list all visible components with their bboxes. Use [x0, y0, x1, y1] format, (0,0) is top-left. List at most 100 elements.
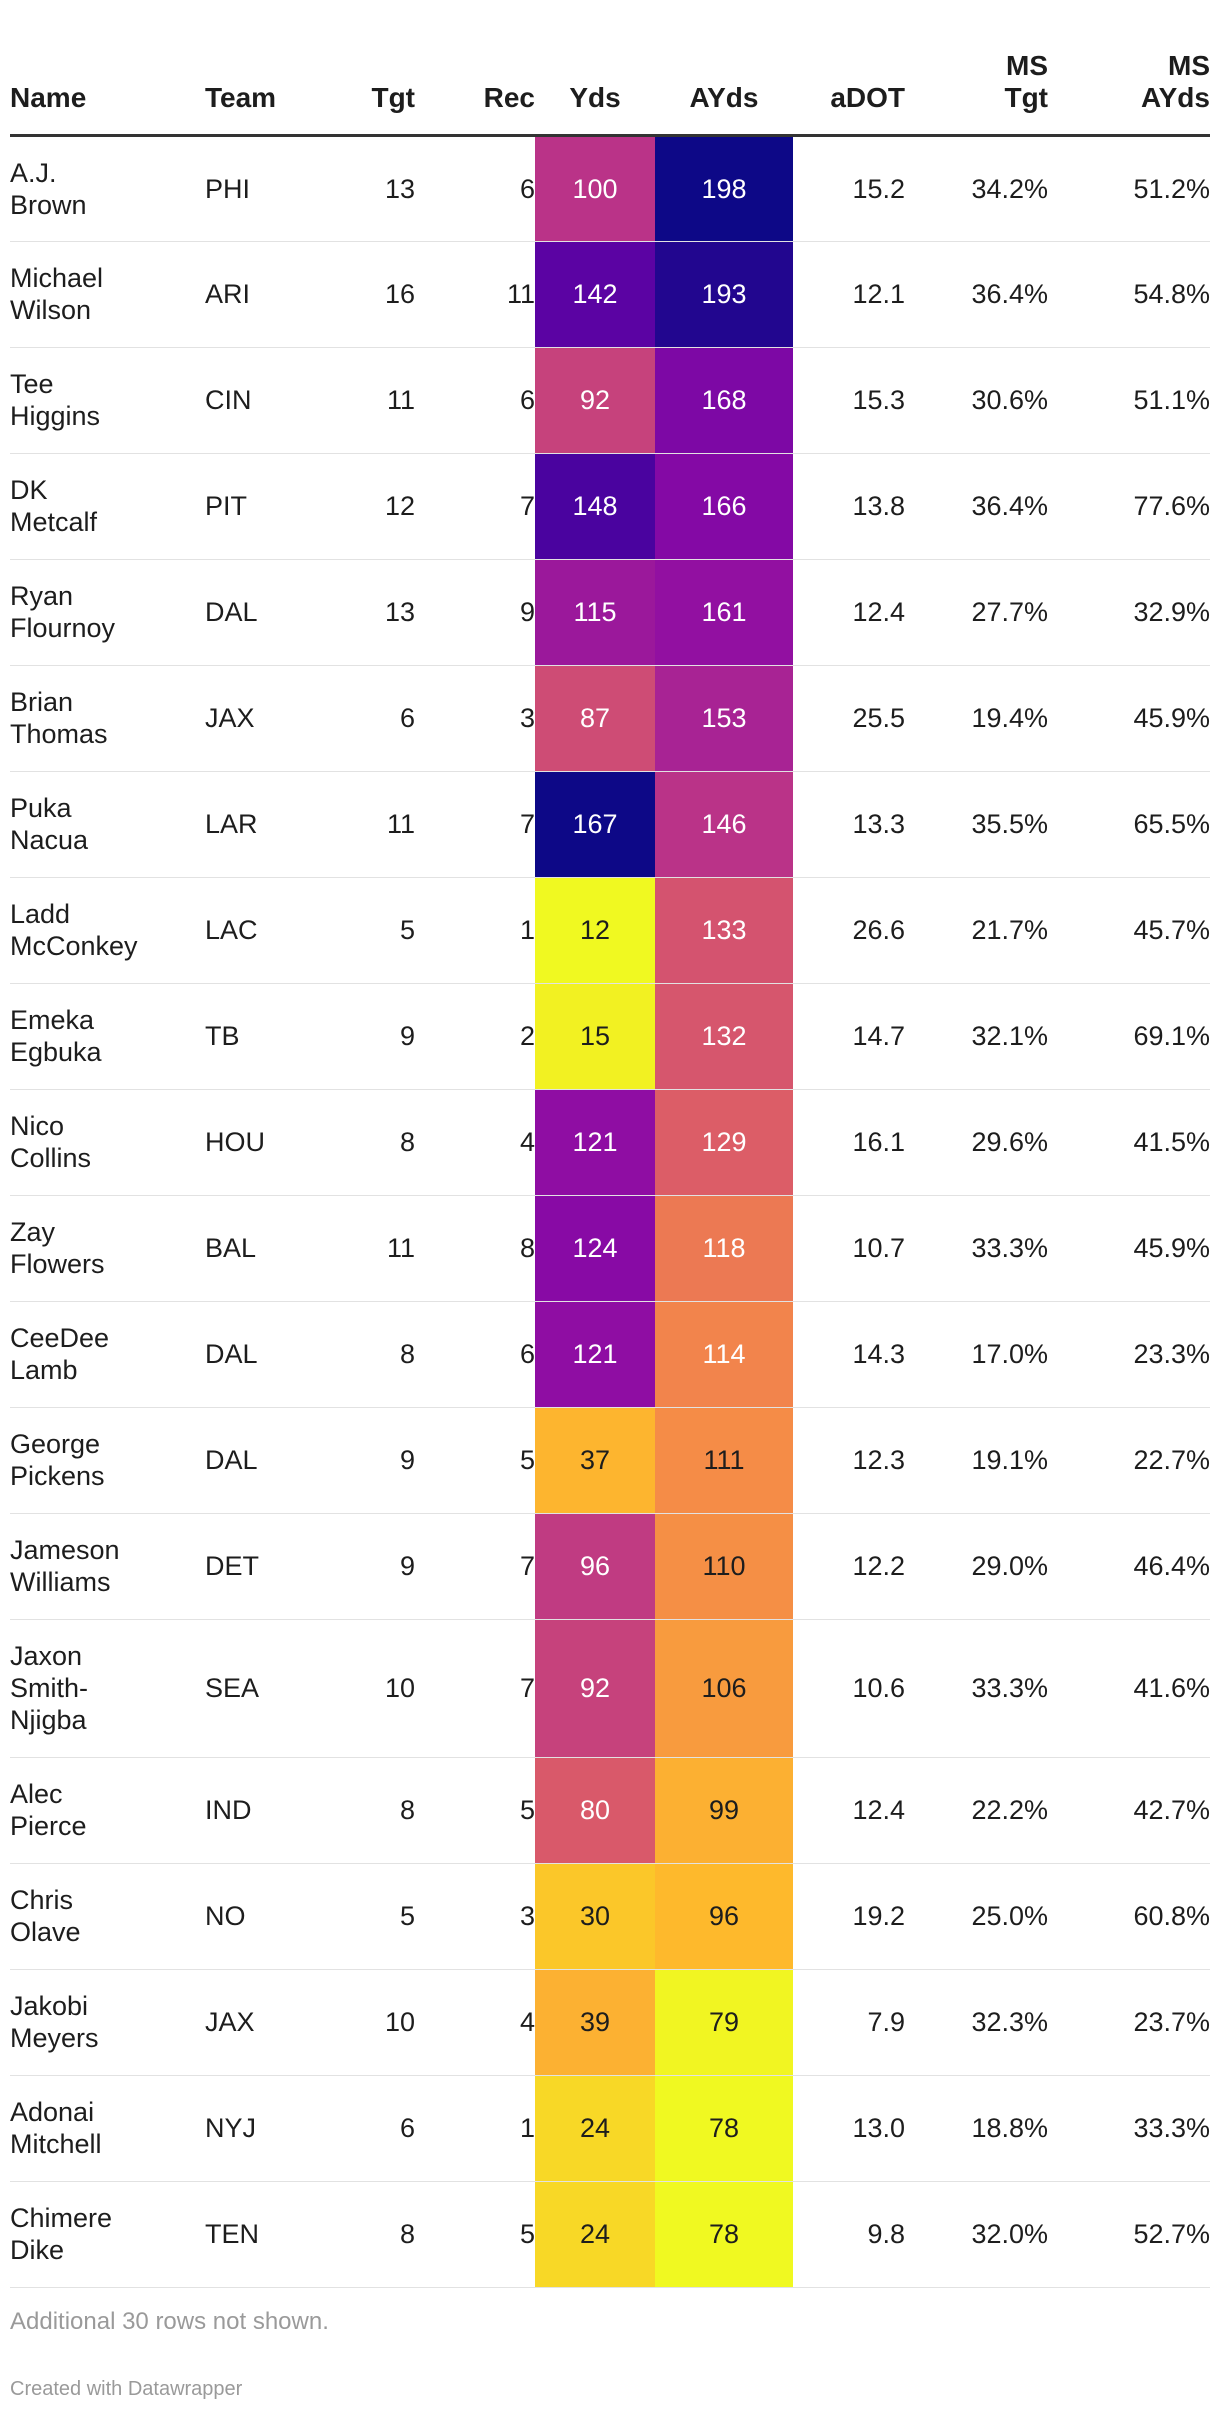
cell-yds: 87 — [535, 665, 655, 772]
cell-adot: 7.9 — [793, 1969, 905, 2076]
cell-adot: 12.1 — [793, 241, 905, 348]
cell-team: PHI — [205, 135, 325, 242]
cell-rec: 6 — [415, 135, 535, 242]
header-yds[interactable]: Yds — [535, 0, 655, 137]
header-team[interactable]: Team — [205, 0, 325, 137]
cell-ms-tgt: 27.7% — [905, 559, 1048, 666]
table-row: DK Metcalf PIT 12 7 148 166 13.8 36.4% 77.6% — [10, 453, 1210, 560]
header-name[interactable]: Name — [10, 0, 205, 137]
cell-ms-tgt: 19.1% — [905, 1407, 1048, 1514]
cell-name: Puka Nacua — [10, 771, 205, 878]
table-row: Ryan Flournoy DAL 13 9 115 161 12.4 27.7% 32.9% — [10, 559, 1210, 666]
table-row: George Pickens DAL 9 5 37 111 12.3 19.1% 22.7% — [10, 1407, 1210, 1514]
cell-yds: 12 — [535, 877, 655, 984]
cell-ms-tgt: 18.8% — [905, 2075, 1048, 2182]
cell-team: LAC — [205, 877, 325, 984]
cell-team: DAL — [205, 1301, 325, 1408]
cell-ayds: 198 — [655, 135, 793, 242]
cell-rec: 1 — [415, 2075, 535, 2182]
cell-ayds: 168 — [655, 347, 793, 454]
cell-tgt: 8 — [325, 1089, 415, 1196]
cell-ayds: 96 — [655, 1863, 793, 1970]
cell-tgt: 9 — [325, 1513, 415, 1620]
cell-tgt: 9 — [325, 983, 415, 1090]
header-rec[interactable]: Rec — [415, 0, 535, 137]
cell-ms-ayds: 42.7% — [1048, 1757, 1210, 1864]
cell-yds: 92 — [535, 347, 655, 454]
cell-team: JAX — [205, 1969, 325, 2076]
cell-ayds: 153 — [655, 665, 793, 772]
cell-name: Nico Collins — [10, 1089, 205, 1196]
cell-rec: 2 — [415, 983, 535, 1090]
cell-team: NO — [205, 1863, 325, 1970]
cell-tgt: 16 — [325, 241, 415, 348]
cell-ms-ayds: 51.1% — [1048, 347, 1210, 454]
cell-tgt: 12 — [325, 453, 415, 560]
cell-adot: 14.7 — [793, 983, 905, 1090]
table-row: Brian Thomas JAX 6 3 87 153 25.5 19.4% 45.9% — [10, 665, 1210, 772]
cell-tgt: 5 — [325, 1863, 415, 1970]
cell-yds: 24 — [535, 2075, 655, 2182]
credit-line: Created with Datawrapper — [10, 2378, 243, 2400]
cell-ms-ayds: 45.9% — [1048, 1195, 1210, 1302]
cell-ms-tgt: 32.3% — [905, 1969, 1048, 2076]
cell-adot: 12.2 — [793, 1513, 905, 1620]
cell-rec: 9 — [415, 559, 535, 666]
cell-ayds: 78 — [655, 2075, 793, 2182]
header-ms-ayds[interactable]: MS AYds — [1048, 0, 1210, 137]
cell-rec: 8 — [415, 1195, 535, 1302]
table-row: Adonai Mitchell NYJ 6 1 24 78 13.0 18.8% 33.3% — [10, 2075, 1210, 2182]
cell-rec: 6 — [415, 347, 535, 454]
cell-tgt: 8 — [325, 2181, 415, 2288]
header-ms-tgt[interactable]: MS Tgt — [905, 0, 1048, 137]
cell-ayds: 132 — [655, 983, 793, 1090]
cell-ms-ayds: 33.3% — [1048, 2075, 1210, 2182]
cell-adot: 16.1 — [793, 1089, 905, 1196]
cell-ayds: 79 — [655, 1969, 793, 2076]
cell-yds: 121 — [535, 1089, 655, 1196]
cell-ms-ayds: 69.1% — [1048, 983, 1210, 1090]
cell-team: DET — [205, 1513, 325, 1620]
cell-ms-tgt: 21.7% — [905, 877, 1048, 984]
cell-ayds: 106 — [655, 1619, 793, 1758]
cell-ms-ayds: 51.2% — [1048, 135, 1210, 242]
table-body: A.J. Brown PHI 13 6 100 198 15.2 34.2% 51.2% Micha… — [10, 135, 1210, 2288]
cell-adot: 10.7 — [793, 1195, 905, 1302]
cell-ms-ayds: 60.8% — [1048, 1863, 1210, 1970]
cell-rec: 4 — [415, 1089, 535, 1196]
cell-ms-tgt: 22.2% — [905, 1757, 1048, 1864]
cell-tgt: 9 — [325, 1407, 415, 1514]
cell-rec: 7 — [415, 771, 535, 878]
header-ayds[interactable]: AYds — [655, 0, 793, 137]
cell-name: Ladd McConkey — [10, 877, 205, 984]
cell-name: Zay Flowers — [10, 1195, 205, 1302]
cell-tgt: 8 — [325, 1757, 415, 1864]
cell-tgt: 5 — [325, 877, 415, 984]
header-adot[interactable]: aDOT — [793, 0, 905, 137]
cell-ayds: 111 — [655, 1407, 793, 1514]
cell-tgt: 11 — [325, 771, 415, 878]
cell-ayds: 161 — [655, 559, 793, 666]
cell-name: Chimere Dike — [10, 2181, 205, 2288]
cell-adot: 14.3 — [793, 1301, 905, 1408]
cell-name: George Pickens — [10, 1407, 205, 1514]
cell-ms-ayds: 45.7% — [1048, 877, 1210, 984]
table-row: Jakobi Meyers JAX 10 4 39 79 7.9 32.3% 23.7% — [10, 1969, 1210, 2076]
table-row: Chimere Dike TEN 8 5 24 78 9.8 32.0% 52.7% — [10, 2181, 1210, 2288]
table-row: Jameson Williams DET 9 7 96 110 12.2 29.0% 46.4% — [10, 1513, 1210, 1620]
cell-ms-tgt: 33.3% — [905, 1195, 1048, 1302]
table-row: Tee Higgins CIN 11 6 92 168 15.3 30.6% 51.1% — [10, 347, 1210, 454]
cell-yds: 37 — [535, 1407, 655, 1514]
cell-ayds: 99 — [655, 1757, 793, 1864]
cell-ayds: 146 — [655, 771, 793, 878]
header-tgt[interactable]: Tgt — [325, 0, 415, 137]
cell-adot: 15.3 — [793, 347, 905, 454]
cell-yds: 148 — [535, 453, 655, 560]
table-row: Alec Pierce IND 8 5 80 99 12.4 22.2% 42.7% — [10, 1757, 1210, 1864]
cell-team: IND — [205, 1757, 325, 1864]
cell-rec: 11 — [415, 241, 535, 348]
cell-name: Jakobi Meyers — [10, 1969, 205, 2076]
cell-ayds: 118 — [655, 1195, 793, 1302]
cell-tgt: 10 — [325, 1969, 415, 2076]
cell-ms-tgt: 36.4% — [905, 241, 1048, 348]
